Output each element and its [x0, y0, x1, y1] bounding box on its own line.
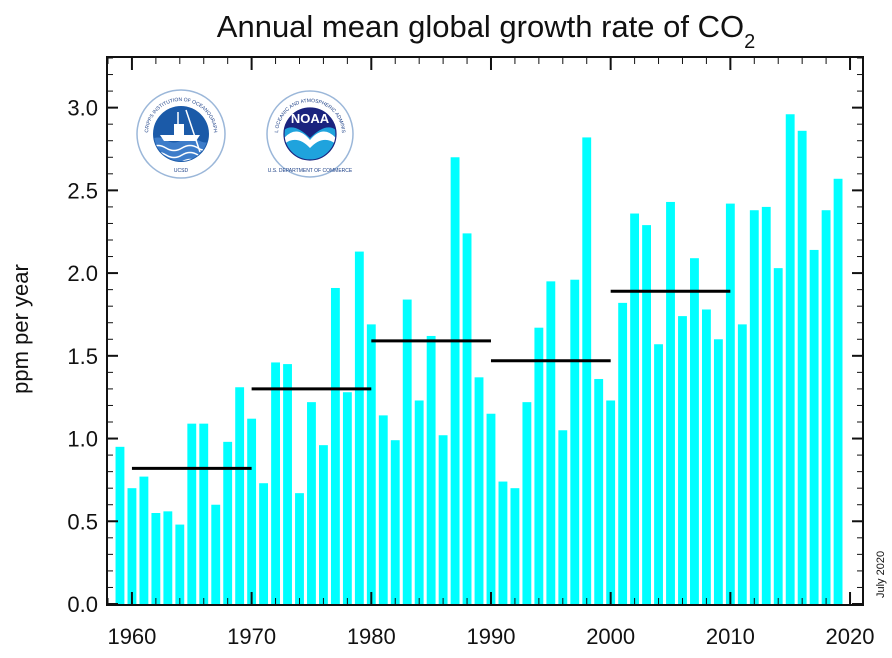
bar-1990 [486, 413, 496, 604]
bar-1985 [426, 335, 436, 604]
bar-1977 [330, 287, 340, 604]
bar-1972 [271, 362, 280, 604]
bar-1965 [187, 423, 197, 604]
y-tick-label: 2.5 [67, 178, 98, 203]
bar-2010 [725, 203, 735, 604]
y-tick-label: 0.5 [67, 509, 98, 534]
bar-1991 [498, 481, 508, 604]
y-axis-label: ppm per year [8, 264, 33, 394]
bar-1959 [115, 446, 125, 604]
x-tick-label: 1990 [467, 624, 516, 649]
bar-1994 [534, 327, 544, 604]
bar-1986 [438, 435, 448, 604]
bar-1976 [319, 445, 328, 604]
x-tick-label: 2010 [706, 624, 755, 649]
x-tick-label: 1960 [107, 624, 156, 649]
chart-title: Annual mean global growth rate of CO2 [217, 9, 755, 53]
bar-1980 [366, 324, 376, 604]
bar-1979 [354, 251, 364, 604]
bar-1997 [570, 279, 580, 604]
bar-1962 [151, 513, 161, 604]
scripps-logo: SCRIPPS INSTITUTION OF OCEANOGRAPHY UCSD [0, 0, 226, 179]
bar-1988 [462, 233, 472, 604]
bar-1964 [175, 524, 185, 604]
bar-1971 [259, 483, 269, 604]
x-tick-label: 1970 [227, 624, 276, 649]
bar-2003 [642, 225, 651, 605]
noaa-word: NOAA [291, 111, 330, 126]
bar-2019 [833, 178, 843, 604]
y-tick-label: 1.0 [67, 427, 98, 452]
bar-2016 [797, 130, 807, 605]
y-tick-label: 1.5 [67, 344, 98, 369]
bar-1978 [342, 392, 352, 604]
decadal-mean-lines [131, 289, 731, 470]
bar-2012 [749, 210, 759, 604]
bar-2009 [713, 339, 723, 604]
bar-1982 [390, 440, 400, 604]
bar-2015 [785, 114, 795, 604]
bar-1961 [139, 476, 149, 604]
bar-2005 [666, 201, 675, 604]
bar-1992 [510, 488, 520, 604]
bar-2017 [809, 249, 819, 604]
bar-1967 [211, 504, 221, 604]
plot-frame [106, 56, 864, 606]
noaa-bottom-text: U.S. DEPARTMENT OF COMMERCE [268, 168, 353, 174]
bar-1970 [247, 418, 257, 604]
bar-1987 [450, 157, 460, 604]
bar-2006 [678, 316, 687, 604]
x-axis: 1960 1970 1980 1990 2000 2010 2020 [107, 58, 875, 649]
bar-2004 [654, 344, 663, 604]
y-tick-label: 2.0 [67, 261, 98, 286]
bar-2011 [737, 324, 747, 604]
x-tick-label: 2000 [586, 624, 635, 649]
bar-1960 [127, 488, 137, 604]
bar-2000 [606, 400, 616, 604]
bar-1984 [414, 400, 424, 604]
bar-1973 [283, 364, 292, 604]
bar-1993 [522, 402, 532, 604]
bar-1995 [546, 281, 556, 604]
date-annotation: July 2020 [875, 551, 887, 598]
x-tick-label: 2020 [826, 624, 875, 649]
bar-1968 [223, 441, 233, 604]
scripps-bottom-text: UCSD [174, 168, 189, 174]
bar-1975 [307, 402, 316, 604]
bar-2001 [618, 302, 628, 604]
bar-1996 [558, 430, 568, 604]
bar-1966 [199, 423, 209, 604]
bar-1998 [582, 137, 592, 605]
bar-2013 [761, 206, 771, 604]
bar-1983 [402, 299, 412, 604]
bar-2018 [821, 210, 831, 604]
bar-1963 [163, 511, 173, 604]
y-axis: 0.0 0.5 1.0 1.5 2.0 2.5 3.0 [67, 57, 862, 617]
bar-1981 [378, 415, 388, 604]
bar-1999 [594, 378, 604, 604]
bar-1974 [295, 493, 304, 604]
bar-2014 [773, 268, 783, 604]
bar-2008 [701, 309, 711, 604]
y-tick-label: 0.0 [67, 592, 98, 617]
bar-1989 [474, 377, 484, 604]
bar-2002 [630, 213, 640, 604]
bar-series [115, 114, 843, 605]
bar-2007 [690, 258, 699, 604]
x-tick-label: 1980 [347, 624, 396, 649]
bar-1969 [235, 387, 245, 604]
y-tick-label: 3.0 [67, 96, 98, 121]
